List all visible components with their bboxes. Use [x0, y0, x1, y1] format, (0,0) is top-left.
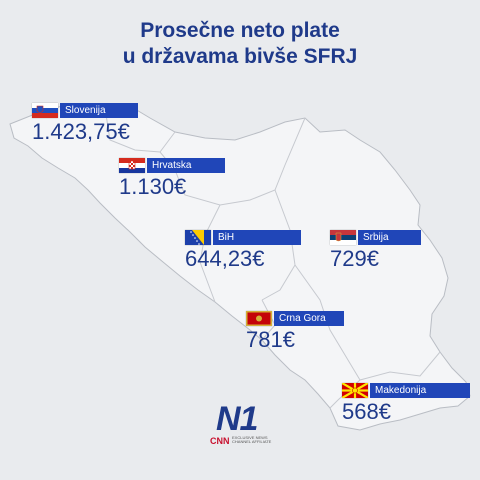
n1-logo-text: N1 — [216, 400, 258, 438]
salary-value: 729€ — [330, 246, 379, 271]
page-title-line1: Prosečne neto plate — [140, 19, 340, 42]
serbia-flag-icon — [330, 230, 356, 245]
map-outline — [9, 103, 471, 431]
salary-value: 781€ — [246, 327, 295, 352]
country-name: Slovenija — [60, 103, 138, 118]
country-tag: Hrvatska — [119, 158, 225, 173]
salary-value: 1.130€ — [119, 174, 187, 199]
country-tag: Slovenija — [32, 103, 138, 118]
salary-value: 568€ — [342, 399, 391, 424]
croatia-flag-icon — [119, 158, 145, 173]
country-name: Crna Gora — [274, 311, 344, 326]
montenegro-flag-icon — [246, 311, 272, 326]
salary-value: 644,23€ — [185, 246, 265, 271]
country-montenegro: Crna Gora 781€ — [246, 311, 344, 352]
country-tag: BiH — [185, 230, 301, 245]
bih-flag-icon — [185, 230, 211, 245]
macedonia-flag-icon — [342, 383, 368, 398]
cnn-affiliate-text: EXCLUSIVE NEWS CHANNEL AFFILIATE — [232, 435, 272, 444]
page-title-line2: u državama bivše SFRJ — [122, 45, 358, 68]
country-macedonia: Makedonija 568€ — [342, 383, 470, 424]
country-tag: Crna Gora — [246, 311, 344, 326]
n1-cnn-logo: N1 CNN EXCLUSIVE NEWS CHANNEL AFFILIATE — [210, 402, 280, 452]
cnn-logo-text: CNN — [210, 436, 230, 446]
salary-value: 1.423,75€ — [32, 119, 130, 144]
country-name: Hrvatska — [147, 158, 225, 173]
country-name: BiH — [213, 230, 301, 245]
slovenia-flag-icon — [32, 103, 58, 118]
country-bih: BiH 644,23€ — [185, 230, 301, 271]
country-tag: Srbija — [330, 230, 421, 245]
country-name: Makedonija — [370, 383, 470, 398]
country-croatia: Hrvatska 1.130€ — [119, 158, 225, 199]
country-serbia: Srbija 729€ — [330, 230, 421, 271]
country-tag: Makedonija — [342, 383, 470, 398]
country-name: Srbija — [358, 230, 421, 245]
country-slovenia: Slovenija 1.423,75€ — [32, 103, 138, 144]
